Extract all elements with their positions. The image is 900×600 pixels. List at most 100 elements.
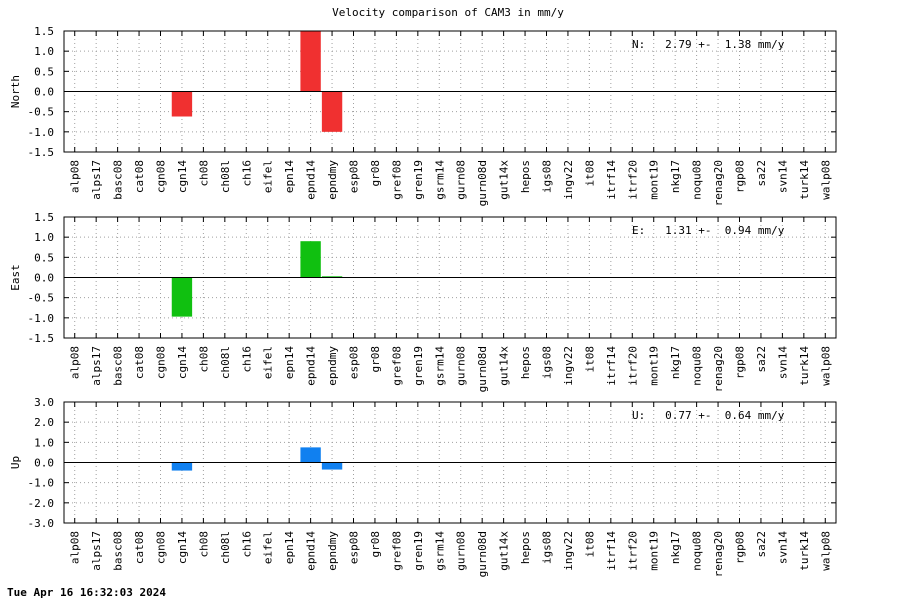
y-tick-label: -0.5 (28, 292, 55, 305)
y-tick-label: 3.0 (34, 396, 54, 409)
x-category-label: walp08 (819, 346, 832, 386)
y-tick-label: -1.5 (28, 332, 55, 345)
y-axis-label: North (9, 75, 22, 108)
x-category-label: epndmy (326, 531, 339, 571)
x-category-label: epn14 (283, 346, 296, 379)
x-category-label: gren19 (412, 531, 425, 571)
x-category-label: ch08 (197, 346, 210, 373)
x-category-label: rgp08 (734, 346, 747, 379)
bar-cgn14 (171, 91, 193, 117)
x-category-label: alp08 (69, 531, 82, 564)
x-category-label: esp08 (348, 160, 361, 193)
y-tick-label: -0.5 (28, 106, 55, 119)
x-category-label: sa22 (755, 531, 768, 558)
x-category-label: svn14 (776, 531, 789, 564)
x-category-label: hepos (519, 160, 532, 193)
x-category-label: eifel (262, 160, 275, 193)
x-category-label: ch08l (219, 346, 232, 379)
x-category-label: ingv22 (562, 531, 575, 571)
x-category-label: itrf20 (626, 160, 639, 200)
x-category-label: ch16 (240, 531, 253, 558)
x-category-label: turk14 (798, 160, 811, 200)
x-category-label: hepos (519, 531, 532, 564)
x-category-label: gsrm14 (433, 160, 446, 200)
x-category-label: ch16 (240, 346, 253, 373)
panel-up: 3.0 2.0 1.0 0.0 -1.0 -2.0 -3.0 alp08 alps17 basc0… (9, 396, 837, 577)
x-category-label: gurn08d (476, 160, 489, 206)
x-category-label: nkg17 (669, 531, 682, 564)
x-category-label: ingv22 (562, 160, 575, 200)
x-category-label: it08 (583, 531, 596, 558)
panel-east: 1.5 1.0 0.5 0.0 -0.5 -1.0 -1.5 alp08 alps17 basc0… (9, 211, 837, 392)
x-category-label: epnd14 (305, 346, 318, 386)
y-tick-label: 2.0 (34, 416, 54, 429)
y-tick-label: 1.5 (34, 25, 54, 38)
x-category-label: gr08 (369, 160, 382, 187)
plot-border (63, 216, 837, 339)
stat-annotation: E: 1.31 +- 0.94 mm/y (632, 224, 785, 237)
x-category-label: ch08l (219, 160, 232, 193)
x-category-label: mont19 (648, 346, 661, 386)
x-category-label: igs08 (541, 346, 554, 379)
bar-epndmy (321, 91, 343, 132)
x-category-label: gut14x (498, 160, 511, 200)
y-tick-label: 0.5 (34, 251, 54, 264)
x-category-label: alp08 (69, 160, 82, 193)
x-category-label: epnd14 (305, 531, 318, 571)
x-category-label: turk14 (798, 531, 811, 571)
x-category-label: gut14x (498, 346, 511, 386)
plot-border (63, 401, 837, 524)
x-category-label: it08 (583, 160, 596, 187)
x-category-label: renag20 (712, 531, 725, 577)
x-category-label: alps17 (90, 346, 103, 386)
x-category-label: basc08 (112, 346, 125, 386)
x-category-label: basc08 (112, 160, 125, 200)
x-category-label: mont19 (648, 160, 661, 200)
x-category-label: itrf20 (626, 531, 639, 571)
plot-border (63, 30, 837, 153)
x-category-label: walp08 (819, 160, 832, 200)
x-category-label: esp08 (348, 531, 361, 564)
x-category-label: cat08 (133, 531, 146, 564)
x-category-label: renag20 (712, 346, 725, 392)
x-category-label: epndmy (326, 346, 339, 386)
x-category-label: gr08 (369, 346, 382, 373)
y-tick-label: 0.0 (34, 272, 54, 285)
x-category-label: ch08 (197, 160, 210, 187)
x-category-label: gurn08 (455, 346, 468, 386)
x-category-label: epn14 (283, 160, 296, 193)
x-category-label: gsrm14 (433, 531, 446, 571)
y-tick-label: 0.5 (34, 65, 54, 78)
x-category-label: cgn08 (155, 160, 168, 193)
x-category-label: itrf20 (626, 346, 639, 386)
x-category-label: gsrm14 (433, 346, 446, 386)
x-category-label: gurn08d (476, 531, 489, 577)
y-tick-label: 1.0 (34, 45, 54, 58)
bar-epnd14 (300, 241, 321, 278)
x-category-label: noqu08 (691, 346, 704, 386)
x-category-label: ingv22 (562, 346, 575, 386)
x-category-label: igs08 (541, 531, 554, 564)
x-category-label: gren19 (412, 160, 425, 200)
y-tick-label: 1.0 (34, 436, 54, 449)
x-category-label: gref08 (390, 160, 403, 200)
y-axis-label: East (9, 264, 22, 291)
bar-epnd14 (300, 447, 321, 463)
x-category-label: gref08 (390, 531, 403, 571)
x-category-label: noqu08 (691, 160, 704, 200)
y-tick-label: -1.0 (28, 312, 55, 325)
x-category-label: gurn08 (455, 160, 468, 200)
x-category-label: igs08 (541, 160, 554, 193)
x-category-label: eifel (262, 346, 275, 379)
y-axis-label: Up (9, 456, 22, 469)
x-category-label: cat08 (133, 346, 146, 379)
y-tick-label: -1.0 (28, 126, 55, 139)
x-category-label: itrf14 (605, 531, 618, 571)
x-category-label: itrf14 (605, 346, 618, 386)
x-category-label: gref08 (390, 346, 403, 386)
x-category-label: cgn08 (155, 531, 168, 564)
y-tick-label: 0.0 (34, 457, 54, 470)
x-category-label: cgn14 (176, 160, 189, 193)
x-category-label: eifel (262, 531, 275, 564)
